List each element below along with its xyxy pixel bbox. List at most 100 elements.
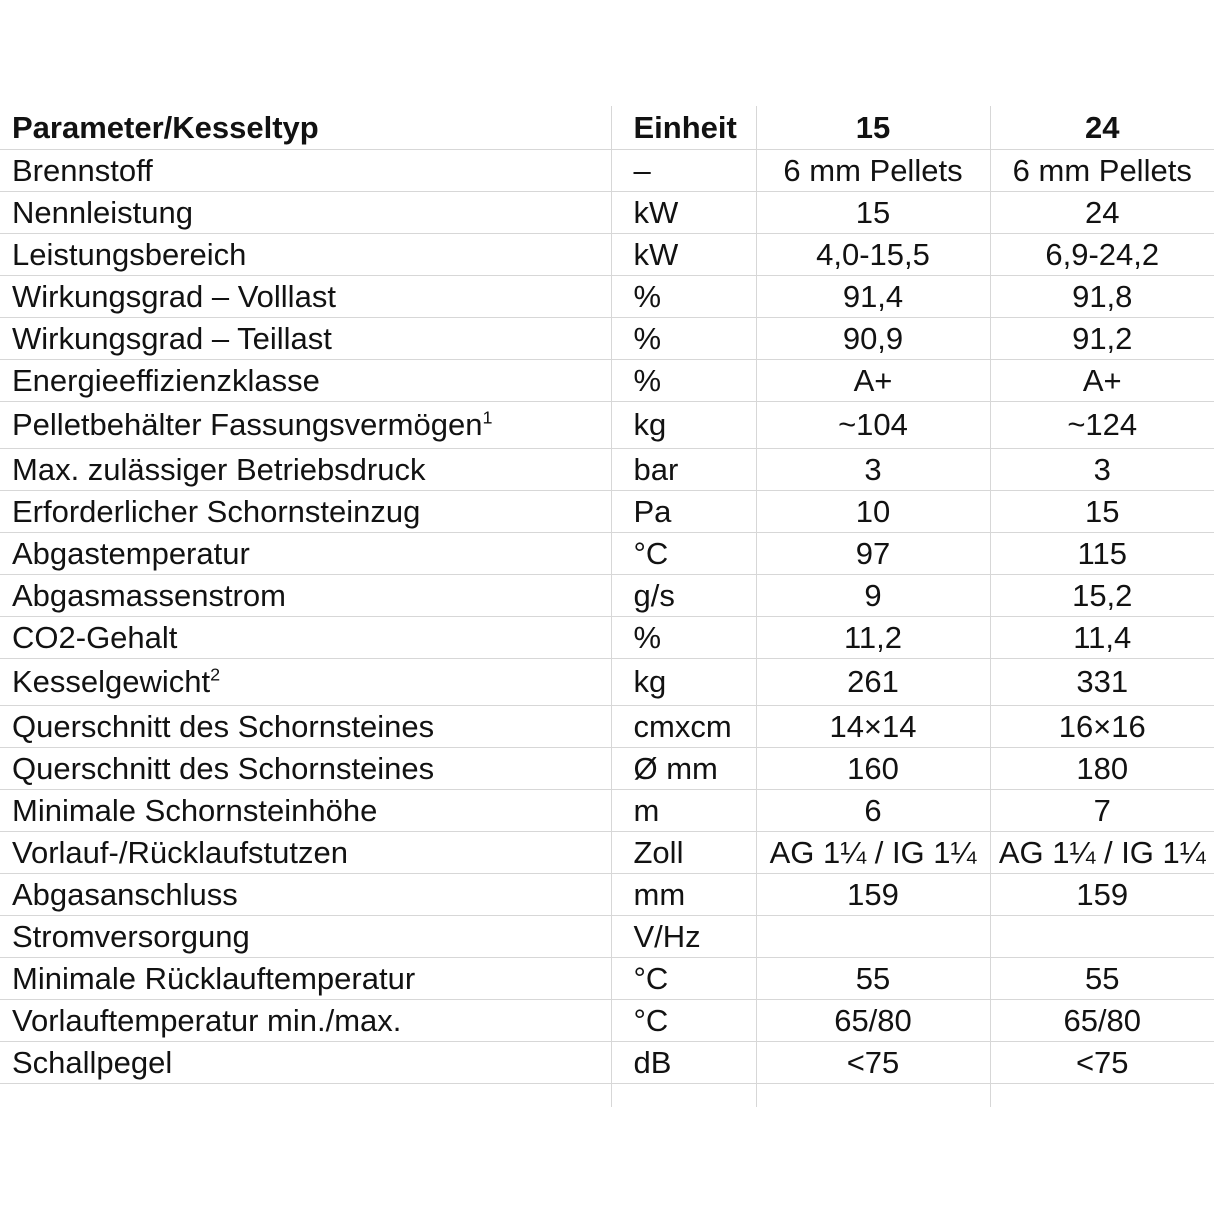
table-row: Minimale Schornsteinhöhe m 6 7 (0, 789, 1214, 832)
value-15-cell (755, 915, 990, 958)
value-15-cell: 55 (755, 957, 990, 1000)
header-model-15: 15 (755, 106, 990, 150)
value-24-cell: 7 (989, 789, 1214, 832)
param-cell: Abgasmassenstrom (0, 574, 611, 617)
table-row: Schallpegel dB <75 <75 (0, 1041, 1214, 1084)
value-15-cell: 261 (755, 658, 990, 706)
param-cell: Vorlauftemperatur min./max. (0, 999, 611, 1042)
value-24-cell (989, 915, 1214, 958)
value-24-cell: 115 (989, 532, 1214, 575)
table-row: Vorlauftemperatur min./max. °C 65/80 65/80 (0, 999, 1214, 1042)
unit-cell: % (610, 616, 756, 659)
unit-cell: Zoll (610, 831, 756, 874)
param-cell: Vorlauf-/Rücklaufstutzen (0, 831, 611, 874)
param-cell: Nennleistung (0, 191, 611, 234)
value-15-cell: 97 (755, 532, 990, 575)
table-row: Minimale Rücklauftemperatur °C 55 55 (0, 957, 1214, 1000)
table-row: Wirkungsgrad – Teillast% 90,9 91,2 (0, 317, 1214, 360)
param-cell: Abgasanschluss (0, 873, 611, 916)
table-row: Nennleistung kW 15 24 (0, 191, 1214, 234)
param-cell: CO2-Gehalt (0, 616, 611, 659)
value-15-cell: 3 (755, 448, 990, 491)
table-row: Brennstoff –6 mm Pellets 6 mm Pellets (0, 149, 1214, 192)
unit-cell: % (610, 317, 756, 360)
unit-cell: V/Hz (610, 915, 756, 958)
empty-value-24-cell (989, 1083, 1214, 1107)
unit-cell: bar (610, 448, 756, 491)
value-15-cell: AG 1¼ / IG 1¼ (755, 831, 990, 874)
table-row: Energieeffizienzklasse% A+ A+ (0, 359, 1214, 402)
table-row: Erforderlicher Schornsteinzug Pa 10 15 (0, 490, 1214, 533)
value-15-cell: 65/80 (755, 999, 990, 1042)
param-cell: Brennstoff (0, 149, 611, 192)
unit-cell: kg (610, 401, 756, 449)
empty-tail-row (0, 1083, 1214, 1107)
footnote-marker: 2 (210, 664, 221, 685)
table-footer (0, 1083, 1214, 1107)
unit-cell: g/s (610, 574, 756, 617)
value-24-cell: A+ (989, 359, 1214, 402)
table-row: Abgasmassenstrom g/s 9 15,2 (0, 574, 1214, 617)
value-24-cell: 159 (989, 873, 1214, 916)
value-15-cell: 15 (755, 191, 990, 234)
value-24-cell: 11,4 (989, 616, 1214, 659)
param-cell: Wirkungsgrad – Teillast (0, 317, 611, 360)
value-24-cell: 91,2 (989, 317, 1214, 360)
value-15-cell: 91,4 (755, 275, 990, 318)
unit-cell: Ø mm (610, 747, 756, 790)
param-cell: Erforderlicher Schornsteinzug (0, 490, 611, 533)
table-row: Vorlauf-/Rücklaufstutzen Zoll AG 1¼ / IG 1… (0, 831, 1214, 874)
unit-cell: mm (610, 873, 756, 916)
param-cell: Energieeffizienzklasse (0, 359, 611, 402)
value-24-cell: 6 mm Pellets (989, 149, 1214, 192)
header-row: Parameter/Kesseltyp Einheit 15 24 (0, 106, 1214, 150)
unit-cell: % (610, 275, 756, 318)
table-row: Querschnitt des Schornsteines Ø mm 160 180 (0, 747, 1214, 790)
value-24-cell: 3 (989, 448, 1214, 491)
table-row: Querschnitt des Schornsteines cmxcm 14×14 1… (0, 705, 1214, 748)
value-15-cell: 90,9 (755, 317, 990, 360)
value-24-cell: 91,8 (989, 275, 1214, 318)
unit-cell: cmxcm (610, 705, 756, 748)
value-24-cell: 65/80 (989, 999, 1214, 1042)
unit-cell: m (610, 789, 756, 832)
param-cell: Wirkungsgrad – Volllast (0, 275, 611, 318)
value-24-cell: ~124 (989, 401, 1214, 449)
unit-cell: °C (610, 532, 756, 575)
value-15-cell: 11,2 (755, 616, 990, 659)
unit-cell: °C (610, 957, 756, 1000)
value-15-cell: ~104 (755, 401, 990, 449)
empty-value-15-cell (755, 1083, 990, 1107)
value-24-cell: AG 1¼ / IG 1¼ (989, 831, 1214, 874)
table-row: Wirkungsgrad – Volllast% 91,4 91,8 (0, 275, 1214, 318)
value-15-cell: 4,0-15,5 (755, 233, 990, 276)
value-24-cell: 6,9-24,2 (989, 233, 1214, 276)
unit-cell: °C (610, 999, 756, 1042)
unit-cell: – (610, 149, 756, 192)
table-row: Abgastemperatur °C 97 115 (0, 532, 1214, 575)
unit-cell: kW (610, 191, 756, 234)
param-cell: Leistungsbereich (0, 233, 611, 276)
param-cell: Pelletbehälter Fassungsvermögen1 (0, 401, 611, 449)
value-24-cell: 180 (989, 747, 1214, 790)
value-15-cell: 14×14 (755, 705, 990, 748)
footnote-marker: 1 (482, 407, 493, 428)
empty-param-cell (0, 1083, 611, 1107)
table-row: CO2-Gehalt% 11,2 11,4 (0, 616, 1214, 659)
table-body: Brennstoff –6 mm Pellets 6 mm Pellets Nennl… (0, 149, 1214, 1084)
param-cell: Kesselgewicht2 (0, 658, 611, 706)
table-row: Kesselgewicht2 kg 261 331 (0, 658, 1214, 706)
table-header: Parameter/Kesseltyp Einheit 15 24 (0, 106, 1214, 150)
header-model-24: 24 (989, 106, 1214, 150)
unit-cell: dB (610, 1041, 756, 1084)
table-row: Leistungsbereich kW 4,0-15,5 6,9-24,2 (0, 233, 1214, 276)
empty-unit-cell (610, 1083, 756, 1107)
value-24-cell: 24 (989, 191, 1214, 234)
value-24-cell: <75 (989, 1041, 1214, 1084)
boiler-spec-table: Parameter/Kesseltyp Einheit 15 24 Brenns… (0, 106, 1214, 1107)
table-row: Stromversorgung V/Hz (0, 915, 1214, 958)
table-row: Max. zulässiger Betriebsdruck bar 3 3 (0, 448, 1214, 491)
value-15-cell: 159 (755, 873, 990, 916)
param-cell: Querschnitt des Schornsteines (0, 747, 611, 790)
